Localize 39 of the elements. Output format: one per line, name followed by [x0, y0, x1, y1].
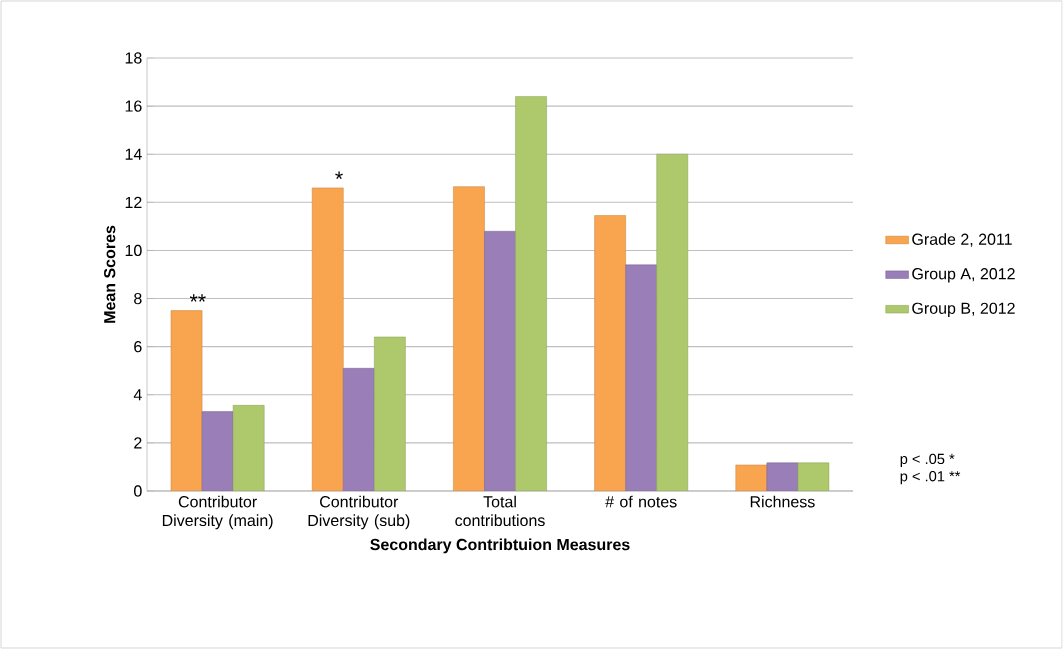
bar	[170, 310, 203, 491]
y-tick-label: 0	[134, 485, 142, 497]
bar	[515, 96, 547, 491]
bar	[232, 405, 265, 491]
x-tick-label: Contributor Diversity (main)	[162, 495, 273, 530]
y-tick-label: 8	[134, 292, 142, 305]
bar	[797, 462, 830, 491]
y-tick-label: 18	[125, 52, 142, 64]
text: p < .05 *	[900, 453, 955, 467]
y-tick-label: 16	[125, 100, 142, 112]
y-tick-label: 12	[125, 196, 142, 208]
x-axis-title: Secondary Contribtuion Measures	[370, 538, 630, 554]
x-tick-label: Richness	[750, 495, 815, 508]
bar	[374, 336, 406, 491]
x-tick-label: Contributor Diversity (sub)	[308, 495, 410, 530]
annotation: **	[189, 294, 206, 302]
legend-label: Grade 2, 2011	[912, 233, 1012, 247]
bar	[311, 187, 344, 491]
y-axis-title: Mean Scores	[104, 225, 116, 323]
bar	[343, 368, 375, 491]
y-tick-label: 10	[125, 244, 142, 257]
y-tick-label: 2	[134, 437, 142, 449]
x-tick-label: # of notes	[605, 495, 677, 508]
legend-label: Group B, 2012	[912, 302, 1015, 318]
bar	[453, 186, 485, 491]
text: p < .01 **	[900, 471, 961, 485]
annotation: *	[335, 171, 343, 180]
bar	[594, 215, 626, 491]
x-tick-label: Total contributions	[455, 495, 545, 527]
legend-label: Group A, 2012	[912, 268, 1015, 283]
y-tick-label: 6	[134, 341, 142, 353]
bar	[735, 464, 768, 491]
bar	[656, 153, 689, 491]
y-tick-label: 4	[133, 389, 142, 401]
y-tick-label: 14	[125, 148, 142, 160]
bar	[484, 230, 516, 491]
bar	[625, 264, 657, 491]
bar	[766, 462, 799, 491]
bar	[201, 411, 234, 491]
